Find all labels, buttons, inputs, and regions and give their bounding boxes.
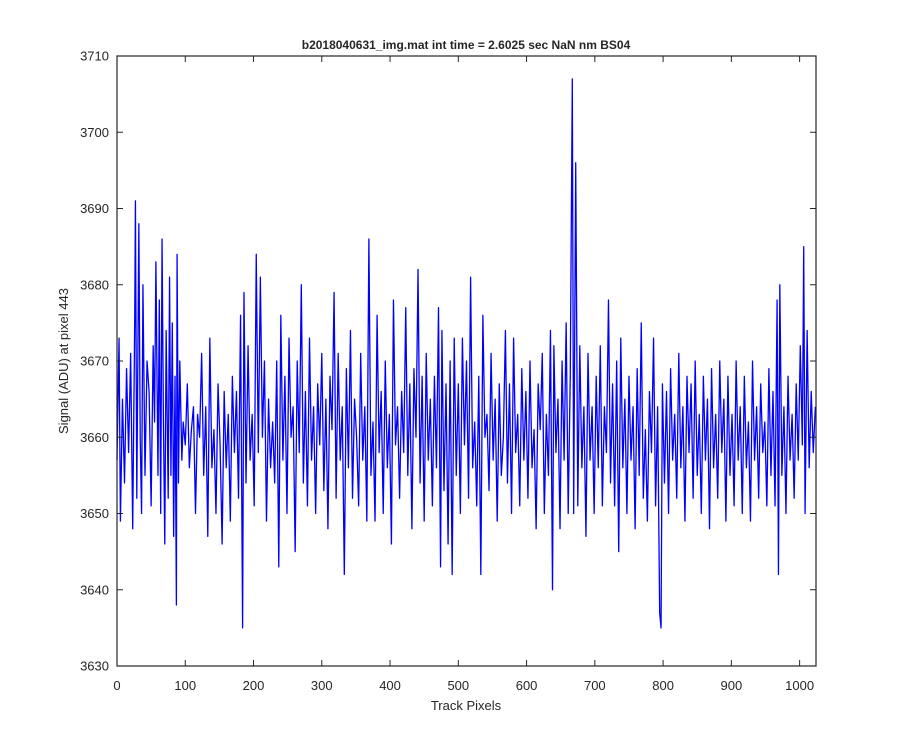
y-tick-label: 3680 bbox=[80, 277, 109, 292]
y-tick-label: 3660 bbox=[80, 430, 109, 445]
x-tick-label: 600 bbox=[516, 678, 538, 693]
y-tick-label: 3710 bbox=[80, 49, 109, 64]
series-layer bbox=[116, 78, 816, 629]
x-axis-label: Track Pixels bbox=[431, 698, 502, 713]
x-tick-label: 200 bbox=[243, 678, 265, 693]
y-axis-label: Signal (ADU) at pixel 443 bbox=[56, 288, 71, 434]
y-tick-label: 3630 bbox=[80, 659, 109, 674]
y-tick-label: 3650 bbox=[80, 506, 109, 521]
x-tick-label: 900 bbox=[721, 678, 743, 693]
y-tick-label: 3700 bbox=[80, 125, 109, 140]
ticks-layer: 0 100 200 300 400 500 600 700 800 900 1000 3630 3640… bbox=[80, 49, 816, 693]
x-tick-label: 1000 bbox=[785, 678, 814, 693]
y-tick-label: 3640 bbox=[80, 582, 109, 597]
data-series-line-0 bbox=[116, 78, 816, 629]
y-tick-label: 3690 bbox=[80, 201, 109, 216]
x-tick-label: 700 bbox=[584, 678, 606, 693]
x-tick-label: 400 bbox=[379, 678, 401, 693]
chart-title: b2018040631_img.mat int time = 2.6025 se… bbox=[302, 38, 631, 52]
x-tick-label: 100 bbox=[174, 678, 196, 693]
x-tick-label: 800 bbox=[652, 678, 674, 693]
x-tick-label: 500 bbox=[447, 678, 469, 693]
x-tick-label: 0 bbox=[113, 678, 120, 693]
y-tick-label: 3670 bbox=[80, 354, 109, 369]
x-tick-label: 300 bbox=[311, 678, 333, 693]
